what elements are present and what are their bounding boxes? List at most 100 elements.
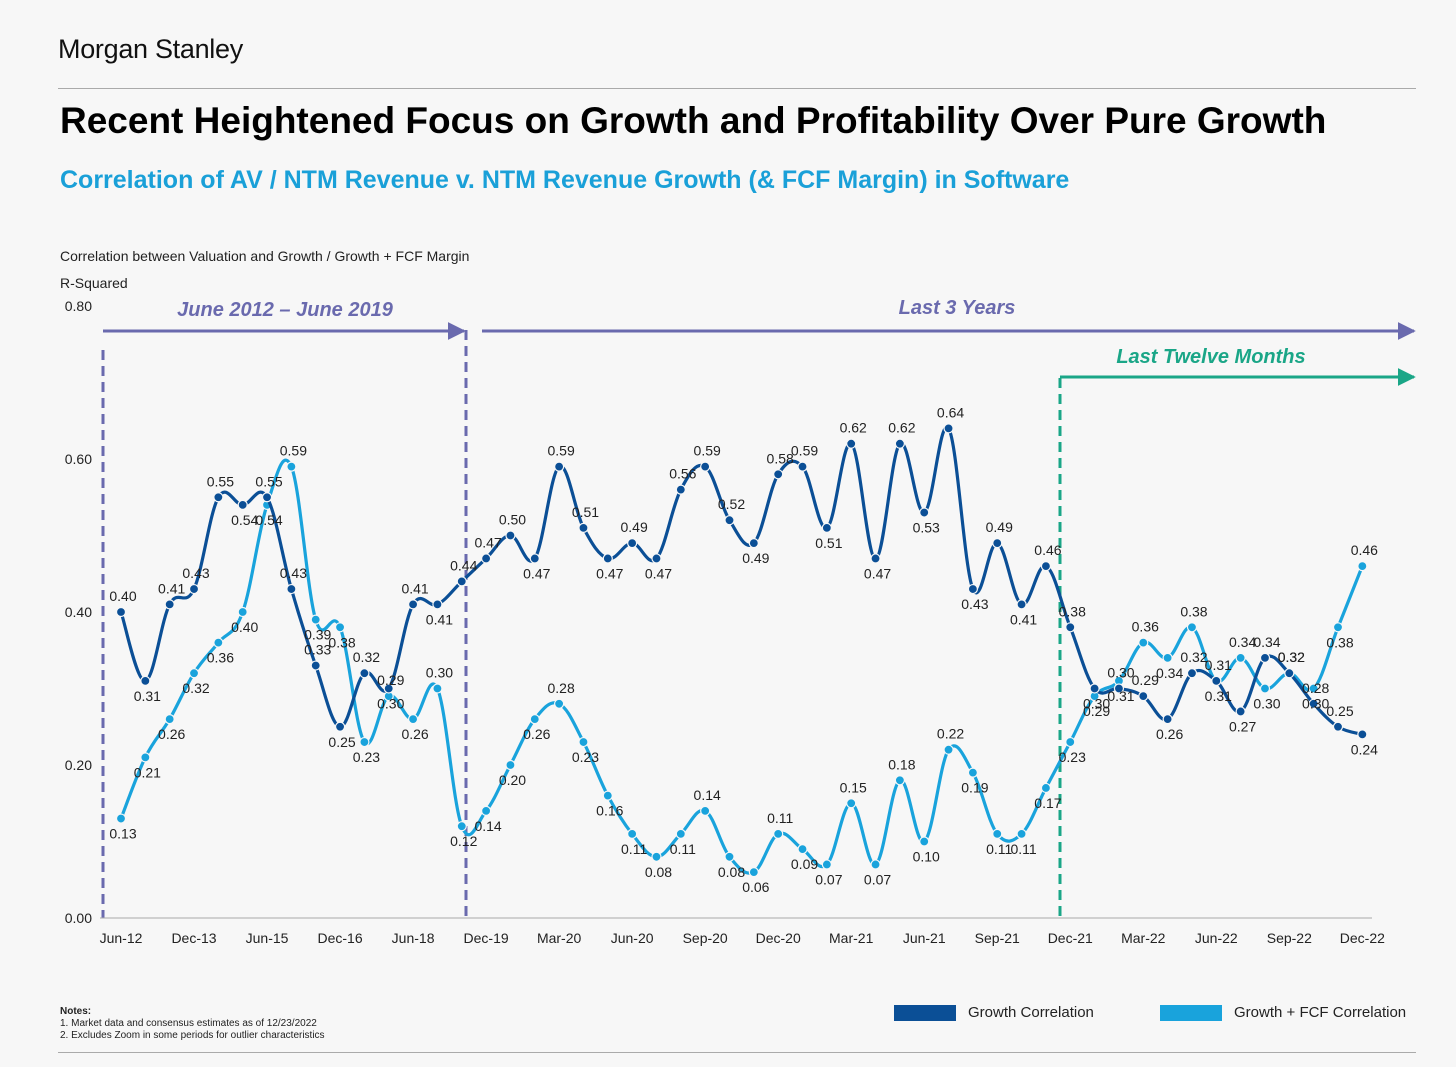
growth-fcf-correlation-point — [407, 713, 419, 725]
growth-fcf-correlation-point — [967, 767, 979, 778]
growth-correlation-value-label: 0.30 — [1083, 696, 1110, 712]
growth-fcf-correlation-point — [237, 606, 248, 618]
growth-correlation-point — [1332, 721, 1344, 732]
growth-fcf-correlation-point — [505, 759, 516, 771]
note-2: 2. Excludes Zoom in some periods for out… — [60, 1030, 325, 1041]
growth-fcf-correlation-value-label: 0.28 — [547, 680, 574, 696]
growth-correlation-point — [1235, 706, 1246, 717]
growth-fcf-correlation-point — [1016, 828, 1027, 839]
growth-correlation-value-label: 0.50 — [499, 512, 526, 528]
growth-fcf-correlation-value-label: 0.29 — [377, 672, 404, 688]
growth-fcf-correlation-point — [627, 828, 638, 839]
growth-fcf-correlation-point — [773, 828, 784, 839]
growth-correlation-point — [334, 721, 346, 732]
growth-correlation-value-label: 0.53 — [913, 520, 940, 536]
growth-fcf-correlation-value-label: 0.10 — [913, 849, 940, 865]
growth-correlation-value-label: 0.25 — [1326, 703, 1353, 719]
growth-correlation-value-label: 0.54 — [231, 512, 258, 528]
growth-correlation-value-label: 0.28 — [1302, 680, 1329, 696]
growth-fcf-correlation-value-label: 0.14 — [694, 787, 721, 803]
growth-fcf-correlation-value-label: 0.23 — [1059, 749, 1086, 765]
growth-fcf-correlation-point — [164, 713, 175, 725]
growth-fcf-correlation-value-label: 0.29 — [1083, 703, 1110, 719]
growth-fcf-correlation-value-label: 0.39 — [304, 627, 331, 643]
period-label-ltm: Last Twelve Months — [1116, 346, 1305, 368]
growth-correlation-value-label: 0.52 — [718, 496, 745, 512]
x-tick-label: Jun-21 — [903, 930, 946, 946]
growth-correlation-value-label: 0.38 — [1059, 603, 1086, 619]
growth-correlation-point — [1016, 599, 1027, 610]
growth-fcf-correlation-value-label: 0.17 — [1034, 795, 1061, 811]
growth-fcf-correlation-value-label: 0.11 — [1010, 841, 1036, 857]
growth-correlation-point — [602, 553, 613, 564]
growth-correlation-value-label: 0.30 — [1107, 665, 1134, 681]
growth-correlation-value-label: 0.43 — [280, 565, 307, 581]
growth-correlation-value-label: 0.31 — [134, 688, 161, 704]
growth-correlation-value-label: 0.31 — [1205, 657, 1232, 673]
growth-fcf-correlation-point — [432, 683, 443, 694]
growth-fcf-correlation-point — [1186, 622, 1198, 633]
growth-fcf-correlation-point — [894, 775, 905, 786]
growth-correlation-value-label: 0.32 — [353, 649, 380, 665]
growth-correlation-point — [115, 606, 127, 618]
growth-correlation-point — [188, 583, 200, 595]
growth-fcf-correlation-point — [1138, 637, 1149, 648]
growth-correlation-value-label: 0.47 — [645, 565, 672, 581]
x-tick-label: Mar-21 — [829, 930, 874, 946]
footer-divider — [58, 1052, 1416, 1053]
growth-correlation-point — [821, 522, 832, 533]
growth-fcf-correlation-value-label: 0.07 — [864, 871, 891, 887]
growth-correlation-point — [140, 675, 151, 686]
growth-correlation-point — [164, 599, 175, 610]
growth-fcf-correlation-point — [992, 828, 1003, 839]
growth-correlation-point — [1357, 729, 1368, 740]
growth-fcf-correlation-value-label: 0.32 — [182, 680, 209, 696]
growth-fcf-correlation-point — [821, 859, 832, 870]
growth-fcf-correlation-point — [651, 851, 662, 862]
x-tick-label: Dec-19 — [464, 930, 509, 946]
growth-fcf-correlation-value-label: 0.08 — [718, 864, 745, 880]
growth-correlation-value-label: 0.59 — [547, 443, 574, 459]
legend-growth-fcf-swatch — [1160, 1004, 1222, 1021]
header-divider — [58, 88, 1416, 89]
growth-correlation-line — [119, 425, 1363, 736]
growth-fcf-correlation-value-label: 0.13 — [109, 826, 136, 842]
growth-fcf-correlation-point — [310, 614, 321, 625]
growth-fcf-correlation-value-label: 0.36 — [207, 650, 234, 666]
growth-fcf-correlation-point — [748, 866, 759, 878]
growth-fcf-correlation-point — [1259, 683, 1271, 694]
growth-correlation-point — [1162, 713, 1173, 725]
growth-fcf-correlation-point — [213, 637, 224, 648]
growth-correlation-value-label: 0.49 — [986, 519, 1013, 535]
growth-correlation-value-label: 0.59 — [694, 443, 721, 459]
growth-correlation-point — [359, 668, 370, 679]
y-tick-label: 0.20 — [65, 757, 92, 773]
growth-correlation-point — [1113, 683, 1125, 694]
growth-fcf-correlation-value-label: 0.14 — [474, 818, 501, 834]
growth-correlation-value-label: 0.29 — [1132, 672, 1159, 688]
growth-correlation-value-label: 0.34 — [1253, 634, 1280, 650]
growth-fcf-correlation-point — [481, 805, 492, 817]
growth-correlation-point — [407, 599, 419, 610]
growth-fcf-correlation-point — [602, 790, 613, 801]
growth-correlation-value-label: 0.49 — [621, 519, 648, 535]
growth-correlation-point — [846, 438, 857, 449]
growth-fcf-correlation-point — [529, 713, 540, 725]
page-subtitle: Correlation of AV / NTM Revenue v. NTM R… — [60, 166, 1070, 194]
footnotes: Notes: 1. Market data and consensus esti… — [60, 1006, 325, 1042]
growth-fcf-correlation-point — [456, 821, 467, 832]
growth-correlation-point — [651, 553, 662, 564]
growth-correlation-value-label: 0.55 — [255, 473, 282, 489]
chart-header: Correlation between Valuation and Growth… — [60, 248, 470, 264]
growth-correlation-value-label: 0.43 — [961, 596, 988, 612]
growth-fcf-correlation-value-label: 0.07 — [815, 871, 842, 887]
growth-fcf-correlation-value-label: 0.32 — [1278, 649, 1305, 665]
growth-fcf-correlation-value-label: 0.16 — [596, 803, 623, 819]
growth-correlation-value-label: 0.56 — [669, 466, 696, 482]
growth-correlation-point — [700, 461, 711, 472]
growth-fcf-correlation-point — [188, 668, 200, 679]
correlation-chart: June 2012 – June 2019 Last 3 Years Last Tw… — [65, 297, 1416, 946]
growth-fcf-correlation-value-label: 0.15 — [840, 779, 867, 795]
growth-correlation-value-label: 0.41 — [158, 580, 185, 596]
growth-fcf-correlation-value-label: 0.34 — [1156, 665, 1183, 681]
